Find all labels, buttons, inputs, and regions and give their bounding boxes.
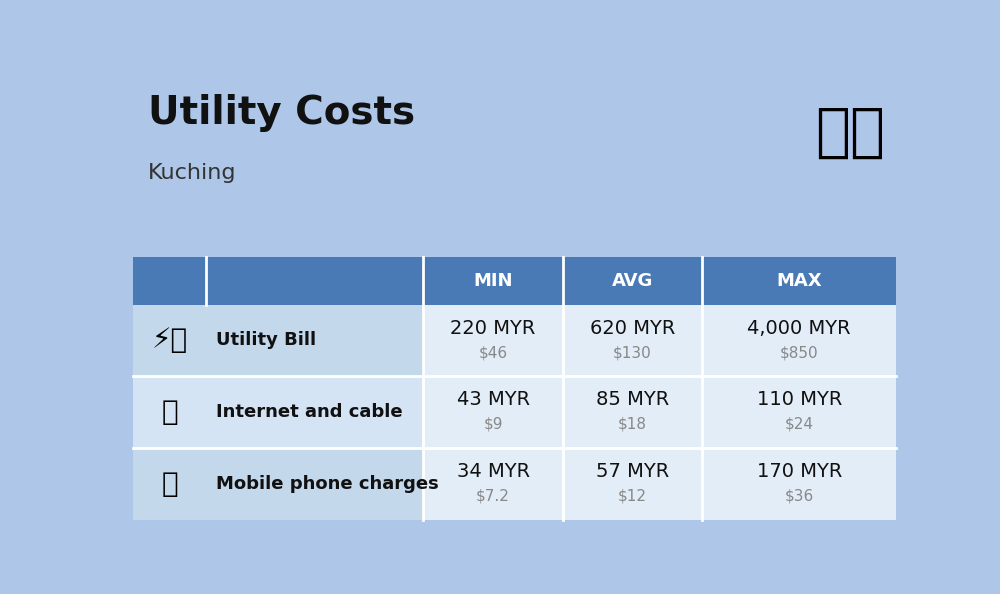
Text: 📡: 📡 — [161, 398, 178, 426]
Text: 57 MYR: 57 MYR — [596, 462, 669, 481]
FancyBboxPatch shape — [702, 376, 896, 448]
Text: Kuching: Kuching — [148, 163, 237, 183]
Text: 170 MYR: 170 MYR — [757, 462, 842, 481]
Text: 📱: 📱 — [161, 470, 178, 498]
Text: Internet and cable: Internet and cable — [216, 403, 402, 421]
Text: 🇲🇾: 🇲🇾 — [815, 103, 885, 160]
FancyBboxPatch shape — [702, 448, 896, 520]
Text: Mobile phone charges: Mobile phone charges — [216, 475, 438, 492]
Text: AVG: AVG — [612, 271, 653, 289]
Text: Utility Bill: Utility Bill — [216, 331, 316, 349]
Text: $850: $850 — [780, 345, 819, 360]
Text: $12: $12 — [618, 488, 647, 504]
FancyBboxPatch shape — [563, 305, 702, 376]
FancyBboxPatch shape — [133, 448, 206, 520]
Text: MIN: MIN — [473, 271, 513, 289]
FancyBboxPatch shape — [702, 257, 896, 305]
FancyBboxPatch shape — [423, 305, 563, 376]
Text: 34 MYR: 34 MYR — [457, 462, 530, 481]
FancyBboxPatch shape — [563, 257, 702, 305]
Text: 43 MYR: 43 MYR — [457, 390, 530, 409]
Text: $9: $9 — [483, 417, 503, 432]
Text: $130: $130 — [613, 345, 652, 360]
FancyBboxPatch shape — [206, 448, 423, 520]
Text: $18: $18 — [618, 417, 647, 432]
Text: 620 MYR: 620 MYR — [590, 318, 675, 337]
Text: 110 MYR: 110 MYR — [757, 390, 842, 409]
Text: $36: $36 — [785, 488, 814, 504]
FancyBboxPatch shape — [206, 376, 423, 448]
Text: $24: $24 — [785, 417, 814, 432]
Text: Utility Costs: Utility Costs — [148, 94, 415, 132]
FancyBboxPatch shape — [133, 305, 206, 376]
Text: 85 MYR: 85 MYR — [596, 390, 669, 409]
Text: ⚡🔧: ⚡🔧 — [152, 326, 188, 355]
FancyBboxPatch shape — [133, 257, 206, 305]
Text: $46: $46 — [479, 345, 508, 360]
FancyBboxPatch shape — [702, 305, 896, 376]
Text: 4,000 MYR: 4,000 MYR — [747, 318, 851, 337]
FancyBboxPatch shape — [423, 257, 563, 305]
Text: 220 MYR: 220 MYR — [450, 318, 536, 337]
FancyBboxPatch shape — [133, 376, 206, 448]
FancyBboxPatch shape — [563, 448, 702, 520]
FancyBboxPatch shape — [423, 376, 563, 448]
FancyBboxPatch shape — [423, 448, 563, 520]
FancyBboxPatch shape — [563, 376, 702, 448]
FancyBboxPatch shape — [206, 305, 423, 376]
Text: $7.2: $7.2 — [476, 488, 510, 504]
Text: MAX: MAX — [776, 271, 822, 289]
FancyBboxPatch shape — [206, 257, 423, 305]
